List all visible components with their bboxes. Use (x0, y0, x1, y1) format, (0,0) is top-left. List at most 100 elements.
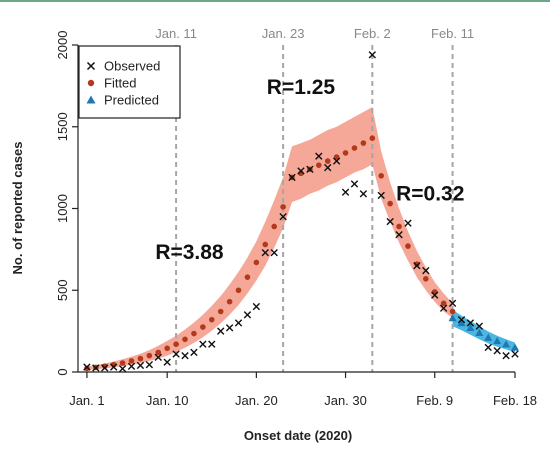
top-marker-label: Feb. 11 (431, 26, 474, 41)
observed-point (261, 248, 269, 257)
top-marker-label: Feb. 2 (354, 26, 391, 41)
fitted-point (414, 261, 420, 267)
fitted-point (396, 223, 402, 230)
x-tick-label: Jan. 30 (324, 393, 367, 408)
fitted-confidence-band (86, 107, 453, 370)
observed-point (101, 364, 109, 372)
x-tick-label: Jan. 10 (146, 393, 189, 408)
observed-point (118, 365, 127, 373)
observed-point (190, 348, 198, 357)
observed-point (306, 165, 314, 173)
y-tick-label: 1500 (55, 112, 70, 141)
observed-point (145, 360, 154, 369)
observed-point (154, 353, 162, 361)
observed-point (163, 358, 171, 366)
fitted-point (333, 154, 340, 160)
predicted-point (493, 336, 502, 345)
fitted-point (119, 360, 126, 366)
fitted-point (360, 140, 367, 146)
fitted-point (253, 259, 260, 266)
legend-predicted-marker (86, 95, 96, 104)
legend-label: Fitted (104, 76, 137, 91)
observed-point (511, 350, 519, 358)
legend-observed-marker (86, 61, 96, 71)
fitted-point (191, 330, 197, 337)
fitted-point (164, 345, 170, 352)
observed-point (288, 173, 296, 182)
observed-point (359, 190, 368, 198)
observed-point (83, 363, 91, 371)
observed-point (136, 361, 145, 370)
observed-point (457, 315, 466, 324)
legend: Observed Fitted Predicted (78, 45, 181, 119)
confidence-bands (86, 107, 515, 370)
observed-point (332, 157, 341, 165)
predicted-point (502, 340, 511, 348)
fitted-point (342, 150, 349, 156)
fitted-point (405, 243, 411, 249)
legend-label: Observed (104, 59, 160, 74)
fitted-point (387, 200, 393, 207)
fitted-point (182, 336, 188, 343)
observed-point (109, 363, 118, 371)
observed-point (181, 351, 189, 360)
observed-point (502, 351, 510, 360)
observed-point (475, 322, 484, 330)
observed-series (83, 51, 519, 373)
observed-point (404, 219, 412, 227)
axes: 0 500 1000 1500 2000 Jan. 1 Jan. 10 Jan. 20 Jan.… (10, 31, 537, 443)
observed-point (199, 340, 207, 348)
fitted-point (324, 158, 331, 164)
observed-point (466, 319, 475, 327)
observed-point (448, 299, 457, 308)
y-tick-label: 1000 (55, 194, 70, 223)
observed-point (243, 311, 252, 319)
fitted-point (101, 363, 108, 369)
fitted-point (208, 316, 215, 323)
observed-point (127, 362, 136, 370)
y-axis-title: No. of reported cases (10, 142, 25, 275)
observed-point (315, 152, 323, 160)
observed-point (413, 262, 421, 270)
legend-label: Predicted (104, 93, 159, 108)
fitted-point (449, 308, 456, 315)
observed-point (297, 167, 305, 175)
fitted-point (155, 349, 162, 356)
observed-point (252, 302, 261, 311)
observed-point (350, 180, 359, 188)
observed-point (395, 230, 403, 239)
observed-point (234, 319, 243, 327)
fitted-point (244, 274, 251, 280)
fitted-point (235, 287, 242, 294)
observed-point (386, 217, 394, 226)
fitted-point (315, 162, 322, 168)
top-marker-label: Jan. 23 (262, 26, 305, 41)
fitted-point (137, 355, 144, 362)
annotations: R=3.88 R=1.25 R=0.32 (155, 76, 464, 264)
fitted-point (84, 365, 90, 372)
observed-point (92, 364, 100, 372)
observed-point (484, 343, 492, 352)
fitted-point (369, 135, 376, 141)
observed-point (431, 291, 439, 299)
fitted-point (351, 145, 358, 151)
fitted-point (200, 324, 206, 330)
observed-point (368, 51, 377, 59)
predicted-point (457, 318, 466, 327)
fitted-point (378, 173, 385, 179)
predicted-point (511, 343, 519, 351)
x-axis-title: Onset date (2020) (244, 428, 352, 443)
observed-point (216, 327, 225, 335)
reproduction-number-label: R=1.25 (267, 76, 336, 99)
top-marker-label: Jan. 11 (155, 26, 197, 41)
legend-fitted-marker (87, 79, 95, 87)
predicted-series (448, 314, 519, 351)
observed-point (422, 266, 430, 275)
fitted-point (271, 223, 278, 230)
reproduction-number-label: R=0.32 (396, 182, 464, 205)
fitted-point (226, 298, 233, 305)
observed-point (324, 163, 332, 172)
y-tick-label: 2000 (55, 31, 70, 60)
